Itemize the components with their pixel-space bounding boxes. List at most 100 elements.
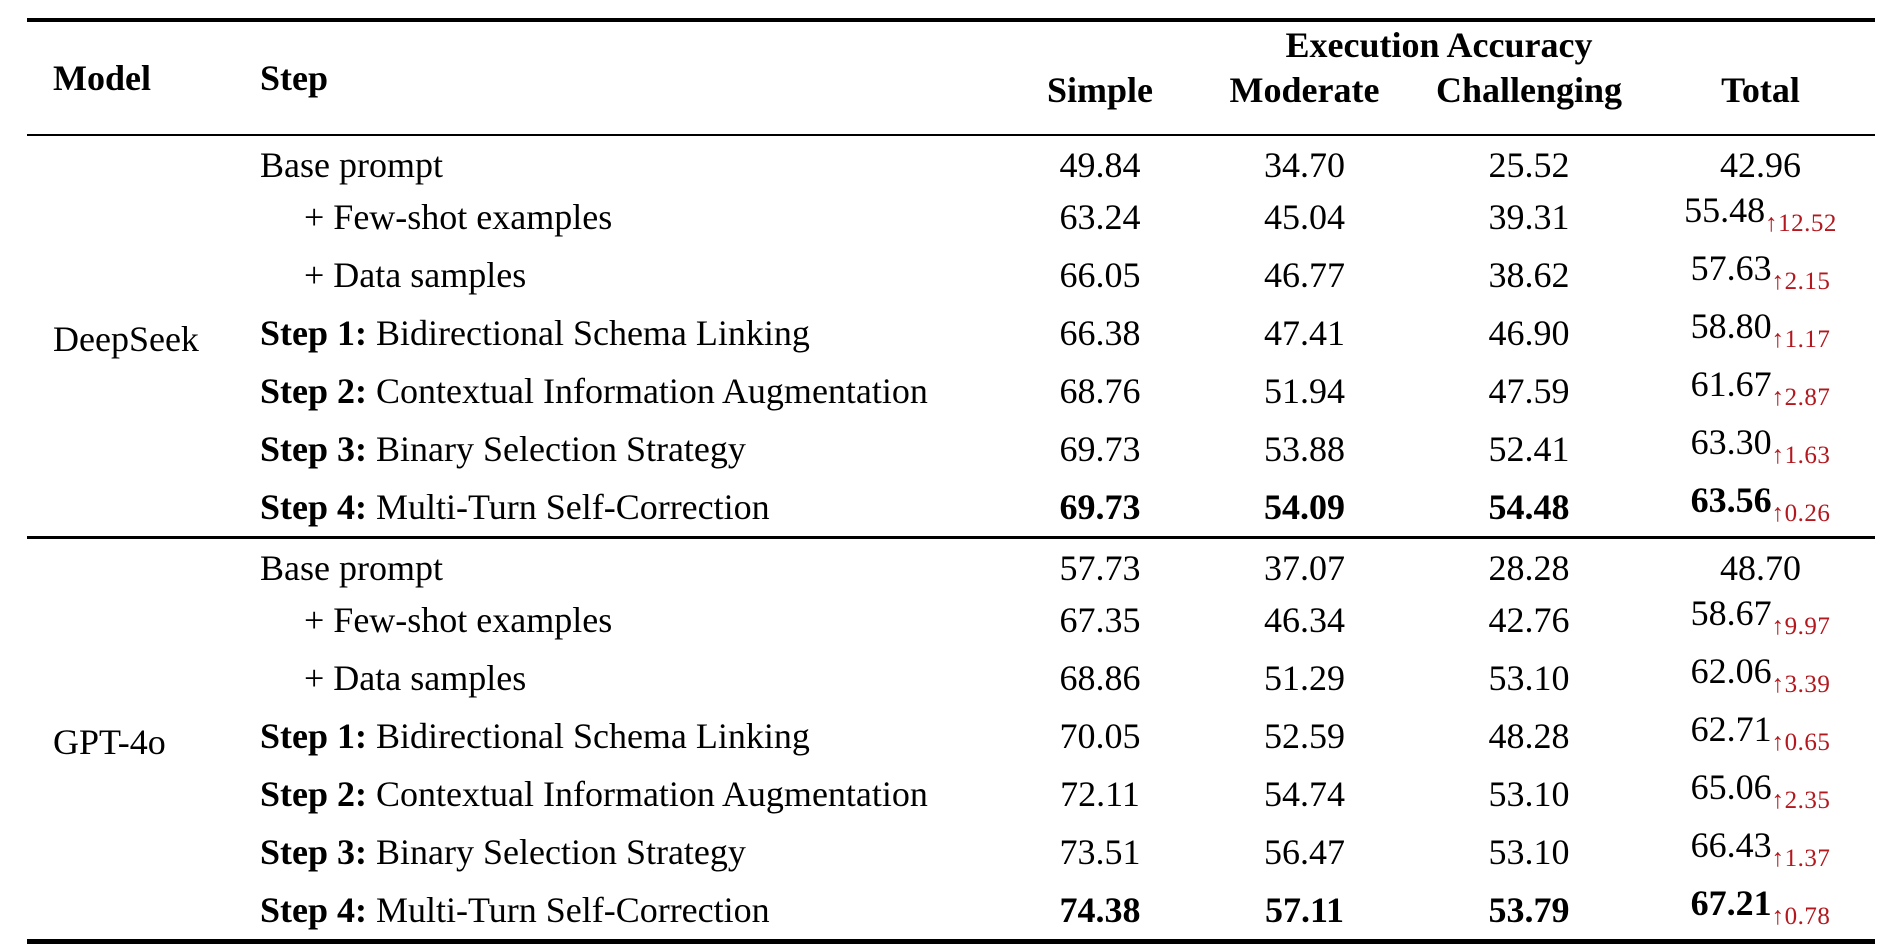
header-row-group: Model Step Execution Accuracy [27,20,1875,98]
moderate-value-cell: 54.74 [1197,765,1412,823]
table-row: Step 1: Bidirectional Schema Linking 70.0… [27,707,1875,765]
step-prefix-label: Step 3: [260,428,367,469]
column-header-step: Step [260,57,329,98]
step-cell: Step 3: Binary Selection Strategy [212,823,1003,881]
total-value-cell: 66.43↑1.37 [1646,823,1875,881]
moderate-value-cell: 52.59 [1197,707,1412,765]
step-cell: Base prompt [212,135,1003,188]
moderate-value-cell: 54.09 [1197,478,1412,538]
total-value-cell: 57.63↑2.15 [1646,246,1875,304]
moderate-value-cell: 45.04 [1197,188,1412,246]
step-cell: + Few-shot examples [212,188,1003,246]
simple-value: 69.73 [1059,486,1141,527]
challenging-value: 39.31 [1488,196,1570,237]
moderate-value-cell: 51.94 [1197,362,1412,420]
total-value-cell: 58.80↑1.17 [1646,304,1875,362]
total-value-cell: 67.21↑0.78 [1646,881,1875,942]
step-label: Binary Selection Strategy [367,428,746,469]
table-row: Step 4: Multi-Turn Self-Correction 74.38 5… [27,881,1875,942]
simple-value: 49.84 [1059,145,1141,185]
challenging-value: 54.48 [1488,486,1570,527]
challenging-value-cell: 48.28 [1412,707,1646,765]
table-row: DeepSeek Base prompt 49.84 34.70 25.52 42.96 [27,135,1875,359]
total-value: 63.30 [1690,422,1772,462]
simple-value: 69.73 [1059,428,1141,469]
step-cell: + Data samples [212,649,1003,707]
challenging-value-cell: 53.10 [1412,823,1646,881]
total-value: 48.70 [1720,548,1801,588]
moderate-value-cell: 47.41 [1197,304,1412,362]
total-value: 66.43 [1690,825,1772,865]
moderate-value: 56.47 [1264,831,1345,872]
step-prefix-label: Step 4: [260,889,367,930]
simple-value-cell: 66.38 [1003,304,1197,362]
table-row: Step 2: Contextual Information Augmentat… [27,765,1875,823]
column-header-simple: Simple [1046,70,1153,110]
total-value: 65.06 [1690,767,1772,807]
simple-value-cell: 68.76 [1003,362,1197,420]
step-cell: + Few-shot examples [212,591,1003,649]
total-value: 62.71 [1690,709,1772,749]
column-header-moderate: Moderate [1229,70,1380,110]
simple-value-cell: 70.05 [1003,707,1197,765]
moderate-value-cell: 46.34 [1197,591,1412,649]
moderate-value: 51.94 [1264,370,1345,411]
total-value: 63.56 [1690,480,1772,520]
table-row: Step 3: Binary Selection Strategy 69.73 53… [27,420,1875,478]
total-value-cell: 61.67↑2.87 [1646,362,1875,420]
step-prefix-label: Step 3: [260,831,367,872]
challenging-value: 38.62 [1488,254,1570,295]
simple-value: 63.24 [1059,196,1141,237]
challenging-value-cell: 52.41 [1412,420,1646,478]
step-cell: + Data samples [212,246,1003,304]
total-value: 67.21 [1690,883,1772,923]
total-delta-up-annotation: ↑2.87 [1771,384,1831,411]
column-group-header-execution-accuracy: Execution Accuracy [1285,24,1593,65]
challenging-value-cell: 53.10 [1412,649,1646,707]
moderate-value: 46.34 [1264,599,1345,640]
table-row: Step 2: Contextual Information Augmentat… [27,362,1875,420]
total-value-cell: 42.96 [1646,135,1875,188]
moderate-value: 51.29 [1264,657,1345,698]
total-value: 61.67 [1690,364,1772,404]
total-value-cell: 55.48↑12.52 [1646,188,1875,246]
moderate-value: 37.07 [1264,548,1345,588]
challenging-value-cell: 46.90 [1412,304,1646,362]
moderate-value-cell: 56.47 [1197,823,1412,881]
total-value-cell: 65.06↑2.35 [1646,765,1875,823]
moderate-value-cell: 57.11 [1197,881,1412,942]
simple-value-cell: 69.73 [1003,478,1197,538]
step-label: + Data samples [304,657,527,698]
moderate-value-cell: 37.07 [1197,538,1412,592]
step-cell: Base prompt [212,538,1003,592]
moderate-value: 54.09 [1264,486,1345,527]
table-row: + Data samples 66.05 46.77 38.62 57.63↑2.15 [27,246,1875,304]
moderate-value-cell: 34.70 [1197,135,1412,188]
step-label: Bidirectional Schema Linking [367,312,810,353]
table-row: GPT-4o Base prompt 57.73 37.07 28.28 48.70 [27,538,1875,762]
table-row: + Few-shot examples 63.24 45.04 39.31 55.48↑… [27,188,1875,246]
moderate-value-cell: 53.88 [1197,420,1412,478]
total-value-cell: 62.71↑0.65 [1646,707,1875,765]
total-value: 62.06 [1690,651,1772,691]
challenging-value-cell: 53.79 [1412,881,1646,942]
simple-value-cell: 68.86 [1003,649,1197,707]
total-delta-up-annotation: ↑0.26 [1771,500,1831,527]
step-label: Binary Selection Strategy [367,831,746,872]
challenging-value-cell: 54.48 [1412,478,1646,538]
table-header: Model Step Execution Accuracy Simple Mod… [27,20,1876,135]
moderate-value-cell: 46.77 [1197,246,1412,304]
column-header-challenging: Challenging [1435,70,1623,110]
step-prefix-label: Step 2: [260,773,367,814]
challenging-value-cell: 28.28 [1412,538,1646,592]
total-delta-up-annotation: ↑12.52 [1765,210,1837,237]
step-label: Contextual Information Augmentation [367,370,928,411]
step-label: Multi-Turn Self-Correction [367,486,770,527]
challenging-value: 53.10 [1488,773,1570,814]
moderate-value: 53.88 [1264,428,1345,469]
model-name: GPT-4o [53,722,166,762]
challenging-value-cell: 42.76 [1412,591,1646,649]
total-delta-up-annotation: ↑0.78 [1771,903,1831,930]
step-label: Multi-Turn Self-Correction [367,889,770,930]
step-cell: Step 3: Binary Selection Strategy [212,420,1003,478]
